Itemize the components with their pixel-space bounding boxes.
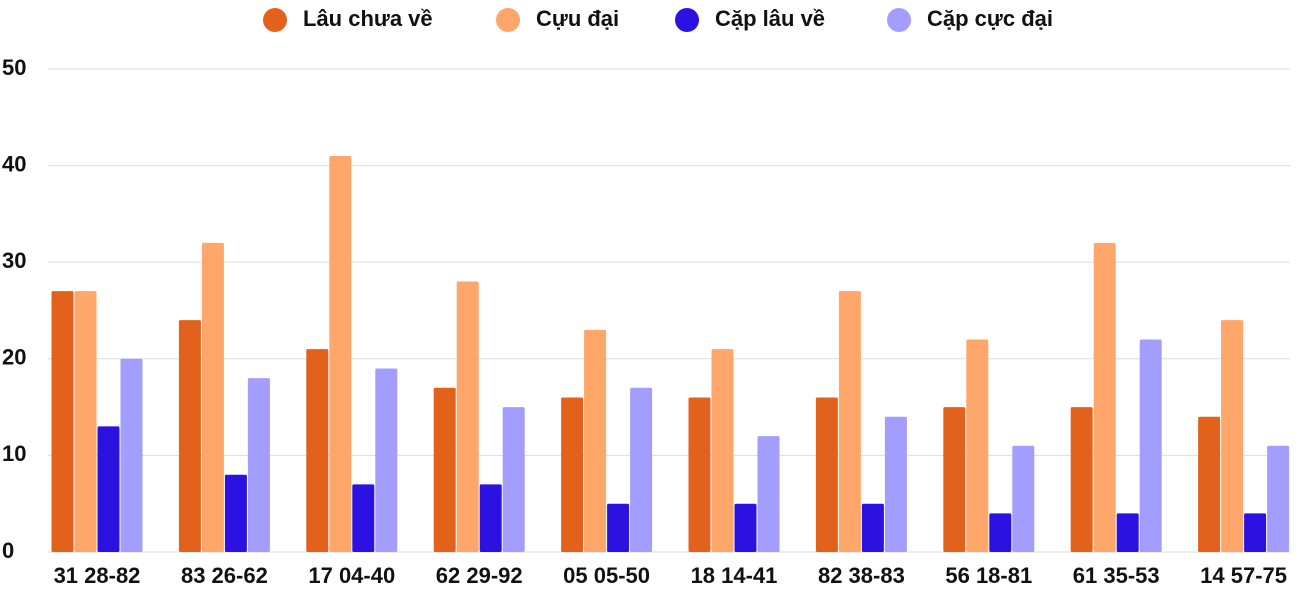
- legend-marker: [496, 8, 520, 32]
- bar: [943, 407, 966, 552]
- bar: [224, 474, 247, 552]
- bar: [1070, 407, 1093, 552]
- x-tick-label: 31 28-82: [54, 563, 141, 588]
- bar: [51, 291, 74, 552]
- bar: [74, 291, 97, 552]
- bar: [630, 387, 653, 552]
- bar: [1267, 445, 1290, 552]
- x-tick-label: 61 35-53: [1073, 563, 1160, 588]
- bar: [1139, 339, 1162, 552]
- y-tick-label: 10: [2, 441, 26, 466]
- y-tick-label: 50: [2, 55, 26, 80]
- bar: [433, 387, 456, 552]
- bar: [838, 291, 861, 552]
- bar: [1012, 445, 1035, 552]
- y-tick-label: 30: [2, 248, 26, 273]
- bar: [711, 349, 734, 552]
- y-tick-label: 40: [2, 151, 26, 176]
- x-tick-label: 18 14-41: [691, 563, 778, 588]
- bar: [375, 368, 398, 552]
- bar: [1116, 513, 1139, 552]
- bar: [1093, 242, 1116, 552]
- bar: [607, 503, 630, 552]
- legend-label: Cặp lâu về: [715, 6, 825, 31]
- bar: [306, 349, 329, 552]
- x-tick-label: 56 18-81: [945, 563, 1032, 588]
- bar: [502, 407, 525, 552]
- bar: [1198, 416, 1221, 552]
- bar: [757, 436, 780, 552]
- bar: [201, 242, 224, 552]
- x-tick-label: 82 38-83: [818, 563, 905, 588]
- y-tick-label: 20: [2, 345, 26, 370]
- bar: [1244, 513, 1267, 552]
- bar: [120, 358, 143, 552]
- bar: [456, 281, 479, 552]
- bar: [966, 339, 989, 552]
- bar: [688, 397, 711, 552]
- bar: [861, 503, 884, 552]
- x-tick-label: 62 29-92: [436, 563, 523, 588]
- bar: [1221, 320, 1244, 552]
- x-tick-label: 05 05-50: [563, 563, 650, 588]
- legend-marker: [887, 8, 911, 32]
- bar: [479, 484, 502, 552]
- x-tick-label: 14 57-75: [1200, 563, 1287, 588]
- legend-label: Lâu chưa về: [303, 6, 433, 31]
- x-tick-label: 83 26-62: [181, 563, 268, 588]
- bar: [584, 329, 607, 552]
- bar: [352, 484, 375, 552]
- bar: [734, 503, 757, 552]
- x-tick-label: 17 04-40: [308, 563, 395, 588]
- legend-marker: [675, 8, 699, 32]
- bar: [247, 378, 270, 552]
- bar: [178, 320, 201, 552]
- legend-marker: [263, 8, 287, 32]
- y-tick-label: 0: [2, 538, 14, 563]
- bar: [561, 397, 584, 552]
- bar: [989, 513, 1012, 552]
- legend-label: Cựu đại: [536, 6, 619, 31]
- bar: [815, 397, 838, 552]
- legend-label: Cặp cực đại: [927, 6, 1053, 31]
- bar: [329, 155, 352, 552]
- bar: [97, 426, 120, 552]
- bar: [884, 416, 907, 552]
